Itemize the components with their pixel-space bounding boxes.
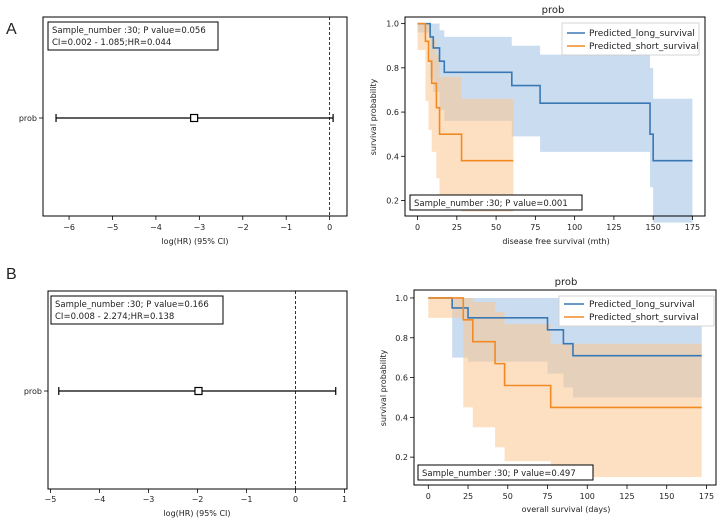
km-a-ytick-label: 0.6 bbox=[386, 108, 399, 117]
km-a-xtick-label: 175 bbox=[685, 223, 700, 232]
forest-a-annotation-line1: Sample_number :30; P value=0.056 bbox=[52, 26, 206, 36]
km-a-ci-band-long bbox=[417, 23, 693, 223]
forest-a-annotation-box bbox=[47, 21, 219, 51]
fb-xtick-label: 1 bbox=[342, 495, 347, 504]
km-a-ylabel: survival probability bbox=[369, 78, 378, 155]
km-b-xtick-label: 175 bbox=[699, 492, 714, 501]
forest-plot-b: prob −5 −4 −3 −2 −1 0 1 log(HR) (95% CI) Sampl… bbox=[24, 290, 348, 518]
km-a-legend-short-label: Predicted_short_survival bbox=[589, 42, 699, 52]
km-b-ytick-label: 0.6 bbox=[395, 374, 408, 383]
fa-xtick-label: 0 bbox=[327, 223, 332, 232]
forest-a-xlabel: log(HR) (95% CI) bbox=[161, 237, 228, 246]
km-b-legend-box bbox=[558, 295, 715, 327]
fb-xtick-label: −3 bbox=[143, 495, 155, 504]
km-b-xtick-label: 25 bbox=[463, 492, 473, 501]
km-b-xtick-label: 75 bbox=[542, 492, 552, 501]
km-b-xtick-label: 150 bbox=[659, 492, 674, 501]
km-b-curve-short bbox=[428, 297, 702, 409]
km-a-curve-short bbox=[417, 22, 514, 162]
km-b-legend-long-label: Predicted_long_survival bbox=[589, 300, 695, 310]
km-a-ytick-label: 0.8 bbox=[386, 64, 399, 73]
km-b-xtick-label: 125 bbox=[619, 492, 634, 501]
km-b-legend-short-label: Predicted_short_survival bbox=[589, 313, 699, 323]
km-a-ytick-label: 0.2 bbox=[386, 197, 399, 206]
km-b-ylabel: survival probability bbox=[379, 349, 388, 426]
km-b-ci-band-short bbox=[428, 297, 702, 478]
fa-xtick-label: −5 bbox=[107, 223, 119, 232]
km-a-ci-band-short bbox=[417, 23, 514, 212]
fb-xtick-label: −4 bbox=[94, 495, 106, 504]
km-plot-a: prob 0 25 50 75 100 125 150 1750.20.40.60.81.0 … bbox=[369, 5, 706, 246]
km-a-axes: 0 25 50 75 100 125 150 175 0.2 0.4 0.6 0.8 1.0 bbox=[386, 20, 700, 232]
forest-b-point-estimate bbox=[194, 386, 203, 396]
fa-xtick-label: −6 bbox=[63, 223, 75, 232]
fb-xtick-label: −1 bbox=[241, 495, 253, 504]
km-a-xtick-label: 50 bbox=[491, 223, 501, 232]
km-a-legend-box bbox=[561, 22, 700, 56]
km-a-curve-long bbox=[417, 22, 693, 162]
km-b-frame bbox=[413, 289, 717, 486]
km-b-annotation-box bbox=[417, 464, 594, 481]
fa-xtick-label: −4 bbox=[150, 223, 162, 232]
km-a-xlabel: disease free survival (mth) bbox=[502, 237, 609, 246]
forest-a-frame bbox=[42, 16, 348, 217]
km-b-xtick-label: 50 bbox=[503, 492, 513, 501]
forest-b-annotation-box bbox=[50, 295, 224, 325]
km-a-annotation: Sample_number :30; P value=0.001 bbox=[414, 199, 568, 209]
km-b-ytick-label: 0.4 bbox=[395, 413, 408, 422]
km-b-title: prob bbox=[555, 277, 578, 288]
km-b-xtick-label: 0 bbox=[426, 492, 431, 501]
fa-xtick-label: −2 bbox=[237, 223, 249, 232]
km-a-xtick-label: 75 bbox=[530, 223, 540, 232]
fb-xtick-label: −5 bbox=[45, 495, 57, 504]
forest-b-ytick-label: prob bbox=[24, 387, 42, 396]
km-a-annotation-box bbox=[409, 194, 583, 211]
km-a-ytick-label: 0.4 bbox=[386, 152, 399, 161]
km-a-frame bbox=[404, 16, 706, 217]
panel-label-b: B bbox=[6, 266, 17, 283]
km-b-ytick-label: 0.8 bbox=[395, 334, 408, 343]
km-b-xtick-label: 100 bbox=[580, 492, 595, 501]
panel-label-a: A bbox=[6, 21, 17, 38]
forest-b-annotation-line1: Sample_number :30; P value=0.166 bbox=[55, 300, 209, 310]
fb-xtick-label: −2 bbox=[192, 495, 204, 504]
km-a-ytick-label: 1.0 bbox=[386, 20, 399, 29]
km-a-legend-long-label: Predicted_long_survival bbox=[589, 29, 695, 39]
forest-b-annotation-line2: CI=0.008 - 2.274;HR=0.138 bbox=[55, 312, 174, 322]
km-b-annotation: Sample_number :30; P value=0.497 bbox=[422, 469, 576, 479]
fa-xtick-label: −1 bbox=[280, 223, 292, 232]
km-a-xtick-label: 150 bbox=[646, 223, 661, 232]
forest-plot-a: prob −6 −5 −4 −3 −2 −1 0 log(HR) (95% CI) Samp… bbox=[19, 16, 348, 246]
km-a-xtick-label: 100 bbox=[567, 223, 582, 232]
km-a-xtick-label: 0 bbox=[415, 223, 420, 232]
forest-a-annotation-line2: CI=0.002 - 1.085;HR=0.044 bbox=[52, 38, 171, 48]
km-b-ytick-label: 1.0 bbox=[395, 294, 408, 303]
forest-b-xlabel: log(HR) (95% CI) bbox=[163, 509, 230, 518]
km-a-plot-area bbox=[417, 22, 693, 223]
km-b-ytick-label: 0.2 bbox=[395, 453, 408, 462]
km-b-axes: 0 25 50 75 100 125 150 175 0.2 0.4 0.6 0.8 1.0 bbox=[395, 294, 714, 501]
forest-a-xaxis: −6 −5 −4 −3 −2 −1 0 bbox=[63, 216, 332, 232]
km-b-curve-long bbox=[428, 297, 702, 357]
forest-a-point-estimate bbox=[190, 113, 199, 123]
km-b-xlabel: overall survival (days) bbox=[522, 505, 611, 514]
fa-xtick-label: −3 bbox=[193, 223, 205, 232]
forest-a-ytick-label: prob bbox=[19, 114, 37, 123]
km-a-xtick-label: 125 bbox=[606, 223, 621, 232]
km-plot-b: prob 0 25 50 75 100 125 150 1750.20.40.60.81.0 … bbox=[379, 277, 717, 514]
km-a-xtick-label: 25 bbox=[452, 223, 462, 232]
km-a-title: prob bbox=[542, 5, 565, 16]
fb-xtick-label: 0 bbox=[293, 495, 298, 504]
forest-b-xaxis: −5 −4 −3 −2 −1 0 1 bbox=[45, 489, 347, 504]
